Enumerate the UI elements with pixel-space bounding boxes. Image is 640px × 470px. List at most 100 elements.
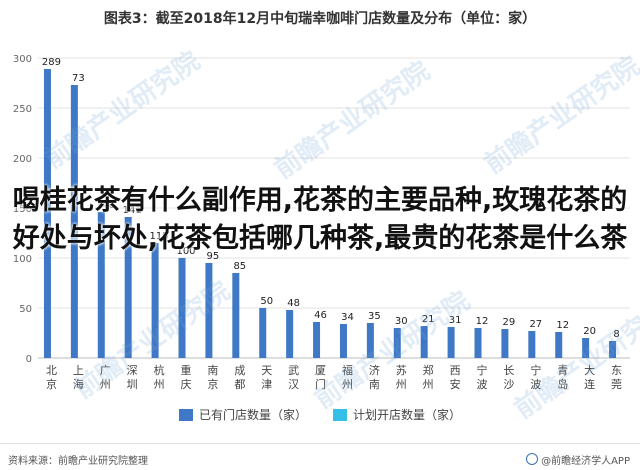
chart-title: 图表3：截至2018年12月中旬瑞幸咖啡门店数量及分布（单位：家） xyxy=(103,11,537,27)
x-tick-label: 波 xyxy=(530,378,541,391)
bar-existing xyxy=(70,85,78,358)
x-tick-label: 州 xyxy=(423,378,434,391)
data-label: 31 xyxy=(449,315,462,326)
x-tick-label: 沙 xyxy=(503,378,514,391)
x-tick-label: 岛 xyxy=(557,377,568,391)
data-label: 20 xyxy=(583,326,596,337)
x-tick-label: 宁 xyxy=(477,363,488,377)
x-tick-label: 郑 xyxy=(423,363,434,377)
x-tick-label: 大 xyxy=(584,363,595,377)
data-label: 95 xyxy=(207,251,220,262)
x-tick-label: 津 xyxy=(261,378,272,391)
bar-existing xyxy=(97,212,105,358)
x-tick-label: 苏 xyxy=(396,364,407,377)
data-label: 21 xyxy=(422,314,435,325)
data-label: 100 xyxy=(176,246,195,257)
data-label: 8 xyxy=(613,329,619,340)
x-tick-label: 重 xyxy=(181,363,192,377)
y-tick-label: 200 xyxy=(13,154,32,165)
x-tick-label: 长 xyxy=(503,364,514,377)
x-tick-label: 海 xyxy=(73,377,84,391)
data-label: 146 xyxy=(96,200,115,211)
data-label: 85 xyxy=(233,261,246,272)
bar-existing xyxy=(259,308,267,358)
y-tick-label: 300 xyxy=(13,54,32,65)
data-label: 27 xyxy=(529,319,542,330)
x-tick-label: 青 xyxy=(557,364,568,377)
overlay-headline: 喝桂花茶有什么副作用,花茶的主要品种,玫瑰花茶的好处与坏处,花茶包括哪几种茶,最… xyxy=(12,185,628,254)
y-tick-label: 0 xyxy=(26,354,32,365)
bar-existing xyxy=(151,243,159,358)
x-tick-label: 成 xyxy=(234,364,245,377)
bar-existing xyxy=(393,328,401,358)
legend-label-planned: 计划开店数量（家） xyxy=(353,408,462,422)
y-tick-label: 250 xyxy=(13,104,32,115)
bar-existing xyxy=(286,310,294,358)
bar-existing xyxy=(501,329,509,358)
x-tick-label: 南 xyxy=(369,378,380,391)
bar-existing xyxy=(420,326,428,358)
x-tick-label: 莞 xyxy=(611,378,622,391)
y-tick-label: 50 xyxy=(19,304,32,315)
data-label: 289 xyxy=(42,57,61,68)
legend-item-planned: 计划开店数量（家） xyxy=(333,406,461,423)
data-label: 73 xyxy=(72,73,85,84)
bar-existing xyxy=(205,263,213,358)
x-tick-label: 都 xyxy=(234,378,245,391)
x-tick-label: 上 xyxy=(73,364,84,377)
x-tick-label: 波 xyxy=(477,378,488,391)
bar-existing xyxy=(232,273,240,358)
data-label: 29 xyxy=(503,317,516,328)
x-tick-label: 武 xyxy=(288,364,299,377)
x-tick-label: 州 xyxy=(154,378,165,391)
x-tick-label: 京 xyxy=(207,377,218,391)
legend-swatch-existing xyxy=(178,408,193,421)
bar-existing xyxy=(366,323,374,358)
x-tick-label: 庆 xyxy=(181,377,192,391)
brand-logo-icon xyxy=(526,453,539,465)
x-tick-label: 广 xyxy=(100,364,111,377)
x-tick-label: 宁 xyxy=(530,363,541,377)
footer: 资料来源：前瞻产业研究院整理 @前瞻经济学人APP xyxy=(0,443,640,470)
x-tick-label: 京 xyxy=(46,377,57,391)
data-label: 35 xyxy=(368,311,381,322)
chart-legend: 已有门店数量（家） 计划开店数量（家） xyxy=(0,406,640,423)
x-tick-label: 北 xyxy=(46,364,57,377)
brand-label: @前瞻经济学人APP xyxy=(541,456,630,467)
y-tick-label: 100 xyxy=(13,254,32,265)
x-tick-label: 安 xyxy=(450,377,461,391)
bar-existing xyxy=(339,324,347,358)
data-label: 46 xyxy=(314,310,327,321)
x-tick-label: 州 xyxy=(342,378,353,391)
x-tick-label: 东 xyxy=(611,364,622,377)
bar-existing xyxy=(555,332,563,358)
bar-existing xyxy=(474,328,482,358)
x-tick-label: 厦 xyxy=(315,364,326,377)
data-label: 34 xyxy=(341,312,354,323)
bar-existing xyxy=(447,327,455,358)
x-tick-label: 门 xyxy=(315,377,326,391)
legend-item-existing: 已有门店数量（家） xyxy=(178,406,307,423)
data-label: 12 xyxy=(476,316,489,327)
brand-credit: @前瞻经济学人APP xyxy=(526,452,630,467)
data-label: 115 xyxy=(150,231,169,242)
x-tick-label: 州 xyxy=(100,378,111,391)
bar-existing xyxy=(582,338,590,358)
data-label: 141 xyxy=(123,205,142,216)
x-tick-label: 天 xyxy=(261,364,272,377)
source-note: 资料来源：前瞻产业研究院整理 xyxy=(8,456,148,467)
bar-existing xyxy=(609,341,617,358)
x-tick-label: 州 xyxy=(396,378,407,391)
bar-existing xyxy=(313,322,321,358)
x-tick-label: 圳 xyxy=(127,378,138,391)
bar-existing xyxy=(528,331,536,358)
data-label: 48 xyxy=(287,298,300,309)
x-tick-label: 深 xyxy=(127,364,138,377)
data-label: 50 xyxy=(260,296,273,307)
bar-existing xyxy=(124,217,132,358)
data-label: 12 xyxy=(556,320,569,331)
bar-existing xyxy=(178,258,186,358)
x-tick-label: 济 xyxy=(369,363,380,377)
bar-existing xyxy=(43,69,51,358)
